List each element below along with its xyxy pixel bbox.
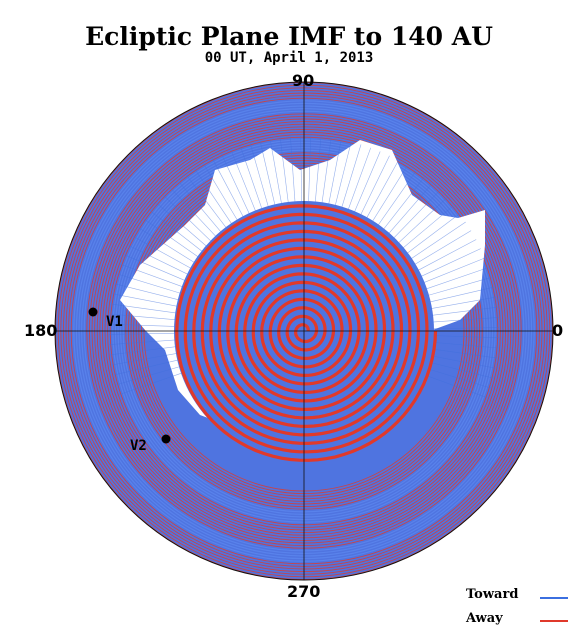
angle-label-90: 90 bbox=[292, 71, 315, 90]
plot-subtitle: 00 UT, April 1, 2013 bbox=[204, 50, 374, 66]
legend-away-label: Away bbox=[466, 611, 503, 626]
legend-away-swatch bbox=[540, 620, 568, 622]
angle-label-180: 180 bbox=[24, 321, 58, 340]
plot-title: Ecliptic Plane IMF to 140 AU bbox=[85, 22, 493, 51]
angle-label-270: 270 bbox=[287, 582, 321, 601]
v1-marker bbox=[88, 307, 98, 317]
v2-label: V2 bbox=[130, 438, 147, 454]
legend-toward-label: Toward bbox=[466, 587, 519, 602]
v2-marker bbox=[161, 434, 171, 444]
legend-toward-swatch bbox=[540, 597, 568, 599]
v1-label: V1 bbox=[106, 314, 123, 330]
imf-field-lines bbox=[55, 82, 553, 580]
angle-label-0: 0 bbox=[552, 321, 564, 340]
